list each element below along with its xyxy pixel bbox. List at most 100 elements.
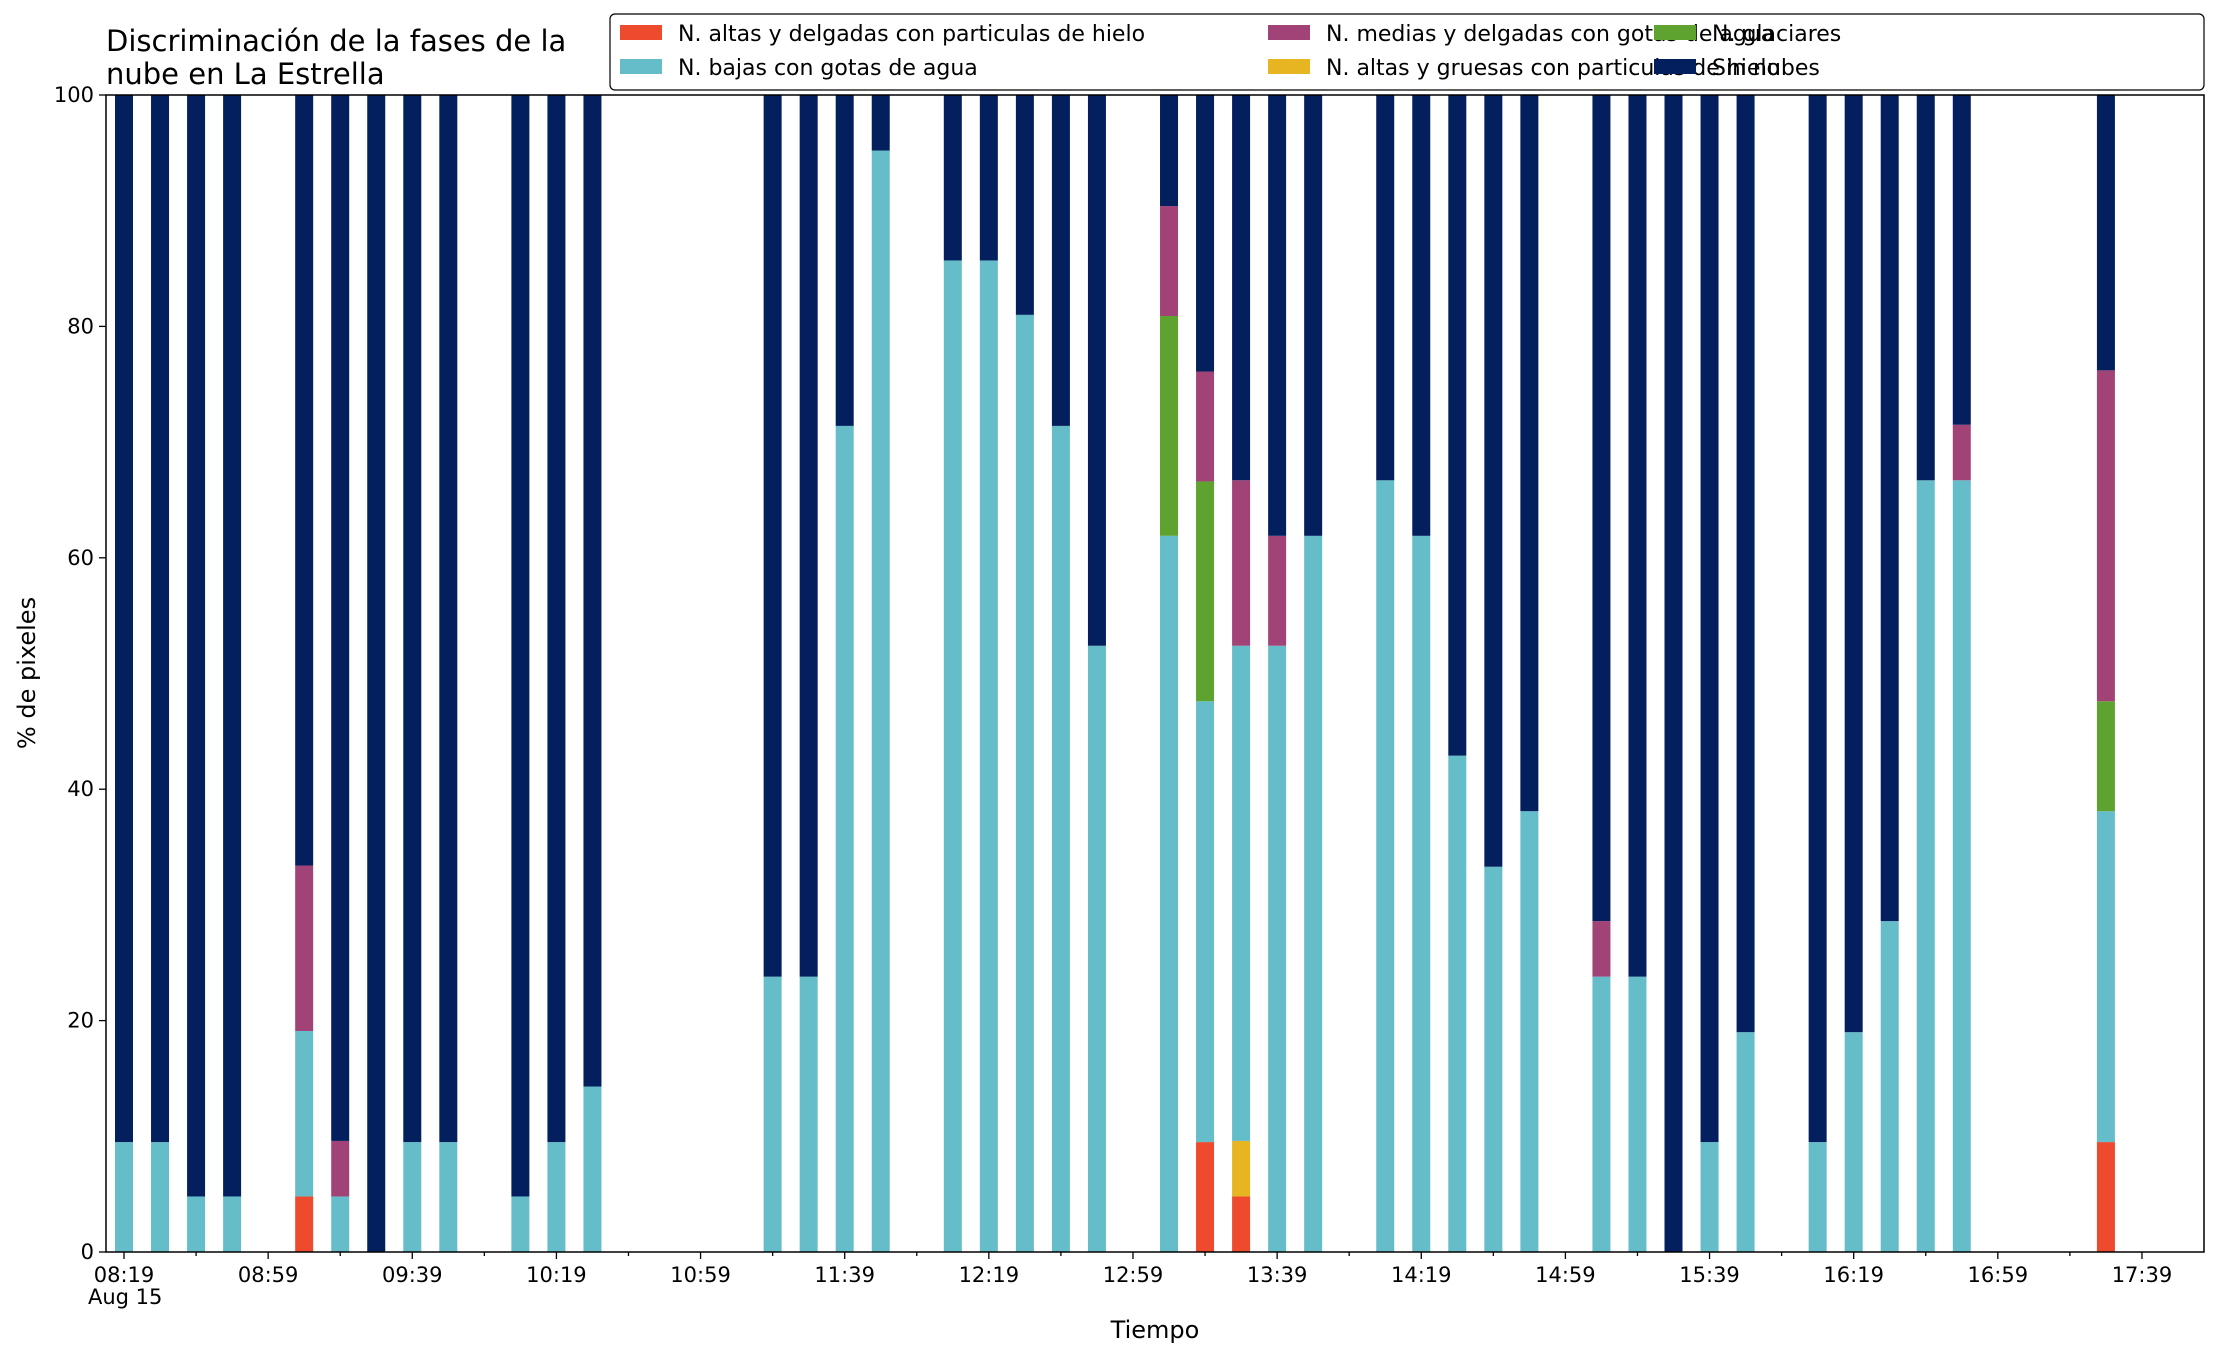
bar-segment-sin-nubes: [547, 95, 566, 1143]
bar-segment-bajas-agua: [1376, 480, 1395, 1252]
x-tick-label: 14:59: [1535, 1263, 1596, 1287]
bar-segment-bajas-agua: [1448, 755, 1467, 1252]
legend-label-sin-nubes: Sin nubes: [1712, 56, 1820, 81]
bar-segment-sin-nubes: [1087, 95, 1106, 646]
bar-segment-sin-nubes: [151, 95, 170, 1143]
bar-segment-sin-nubes: [1232, 95, 1251, 481]
bars-layer: [115, 95, 2115, 1253]
bar-segment-bajas-agua: [1087, 645, 1106, 1252]
bar-segment-sin-nubes: [403, 95, 422, 1143]
legend-label-altas-delgadas: N. altas y delgadas con particulas de hi…: [678, 22, 1145, 47]
bar-segment-sin-nubes: [979, 95, 998, 261]
bar-segment-medias-agua: [331, 1140, 350, 1197]
bar-segment-sin-nubes: [1448, 95, 1467, 756]
bar-segment-sin-nubes: [835, 95, 854, 426]
bar-segment-sin-nubes: [295, 95, 314, 866]
bar-segment-sin-nubes: [583, 95, 602, 1087]
bar-segment-bajas-agua: [115, 1142, 133, 1252]
bar-segment-medias-agua: [2096, 370, 2115, 702]
bar-segment-bajas-agua: [403, 1142, 422, 1252]
x-tick-label: 16:59: [1968, 1263, 2029, 1287]
bar-segment-sin-nubes: [439, 95, 458, 1143]
bar-segment-altas-delgadas: [1232, 1196, 1251, 1252]
legend-box: [609, 13, 2205, 91]
bar-segment-bajas-agua: [979, 260, 998, 1252]
bar-segment-medias-agua: [1160, 206, 1179, 316]
bar-segment-sin-nubes: [1196, 95, 1215, 372]
y-tick-label: 40: [67, 777, 94, 801]
bar-segment-bajas-agua: [511, 1196, 530, 1252]
bar-segment-sin-nubes: [511, 95, 530, 1197]
bar-segment-sin-nubes: [1880, 95, 1899, 922]
bar-segment-bajas-agua: [1844, 1032, 1863, 1252]
bar-segment-bajas-agua: [1808, 1142, 1827, 1252]
x-tick-label: 17:39: [2112, 1263, 2173, 1287]
bar-segment-bajas-agua: [223, 1196, 242, 1252]
bar-segment-altas-gruesas: [1232, 1140, 1251, 1197]
y-axis: 0 20 40 60 80 100: [54, 83, 106, 1264]
bar-segment-bajas-agua: [187, 1196, 206, 1252]
bar-segment-bajas-agua: [1196, 701, 1215, 1143]
bar-segment-bajas-agua: [871, 150, 890, 1252]
chart-title-line-1: Discriminación de la fases de la: [106, 24, 566, 58]
y-tick-label: 0: [81, 1240, 94, 1264]
bar-segment-bajas-agua: [1412, 535, 1431, 1252]
y-axis-label: % de pixeles: [13, 597, 41, 749]
bar-segment-sin-nubes: [1808, 95, 1827, 1143]
bar-segment-sin-nubes: [763, 95, 782, 977]
bar-segment-sin-nubes: [367, 95, 386, 1252]
bar-segment-sin-nubes: [2096, 95, 2115, 371]
bar-segment-sin-nubes: [1412, 95, 1431, 536]
legend-swatch-sin-nubes: [1654, 59, 1696, 74]
x-tick-label: 11:39: [814, 1263, 875, 1287]
bar-segment-glaciares: [1160, 315, 1179, 536]
x-tick-label: 10:59: [670, 1263, 731, 1287]
bar-segment-bajas-agua: [1484, 866, 1503, 1252]
bar-segment-bajas-agua: [1304, 535, 1323, 1252]
x-date-label: Aug 15: [88, 1285, 162, 1309]
bar-segment-medias-agua: [1952, 424, 1971, 481]
bar-segment-sin-nubes: [1628, 95, 1647, 977]
bar-segment-bajas-agua: [2096, 811, 2115, 1143]
bar-segment-sin-nubes: [871, 95, 890, 151]
bar-segment-bajas-agua: [943, 260, 962, 1252]
bar-segment-medias-agua: [1196, 371, 1215, 482]
bar-segment-sin-nubes: [115, 95, 133, 1143]
bar-segment-bajas-agua: [547, 1142, 566, 1252]
bar-segment-altas-delgadas: [2096, 1142, 2115, 1252]
bar-segment-medias-agua: [295, 865, 314, 1032]
bar-segment-sin-nubes: [187, 95, 206, 1197]
x-tick-label: 09:39: [382, 1263, 443, 1287]
legend-label-medias-agua: N. medias y delgadas con gotas de agua: [1326, 22, 1774, 47]
bar-segment-sin-nubes: [943, 95, 962, 261]
bar-segment-bajas-agua: [1015, 314, 1034, 1253]
chart-title-line-2: nube en La Estrella: [106, 57, 385, 91]
legend-swatch-altas-delgadas: [620, 25, 662, 40]
bar-segment-glaciares: [1196, 481, 1215, 702]
bar-segment-sin-nubes: [1844, 95, 1863, 1033]
legend-swatch-glaciares: [1654, 25, 1696, 40]
bar-segment-medias-agua: [1592, 921, 1611, 977]
legend-label-glaciares: N. glaciares: [1712, 22, 1841, 47]
bar-segment-sin-nubes: [223, 95, 242, 1197]
bar-segment-sin-nubes: [1736, 95, 1755, 1033]
bar-segment-sin-nubes: [1592, 95, 1611, 922]
x-tick-label: 12:59: [1103, 1263, 1164, 1287]
legend-label-altas-gruesas: N. altas y gruesas con particulas de hie…: [1326, 56, 1780, 81]
bar-segment-sin-nubes: [799, 95, 818, 977]
bar-segment-bajas-agua: [439, 1142, 458, 1252]
y-tick-label: 60: [67, 546, 94, 570]
x-tick-label: 15:39: [1679, 1263, 1740, 1287]
x-tick-label: 08:59: [238, 1263, 299, 1287]
x-axis: 08:19 08:59 09:39 10:19 10:59 11:39 12:19 12:59…: [94, 1252, 2172, 1287]
bar-segment-altas-delgadas: [1196, 1142, 1215, 1252]
bar-segment-bajas-agua: [1160, 535, 1179, 1252]
x-tick-label: 08:19: [94, 1263, 155, 1287]
bar-segment-bajas-agua: [1268, 645, 1287, 1252]
bar-segment-sin-nubes: [1376, 95, 1395, 481]
bar-segment-bajas-agua: [583, 1086, 602, 1252]
bar-segment-bajas-agua: [835, 425, 854, 1253]
bar-segment-bajas-agua: [1700, 1142, 1719, 1252]
x-tick-label: 16:19: [1823, 1263, 1884, 1287]
